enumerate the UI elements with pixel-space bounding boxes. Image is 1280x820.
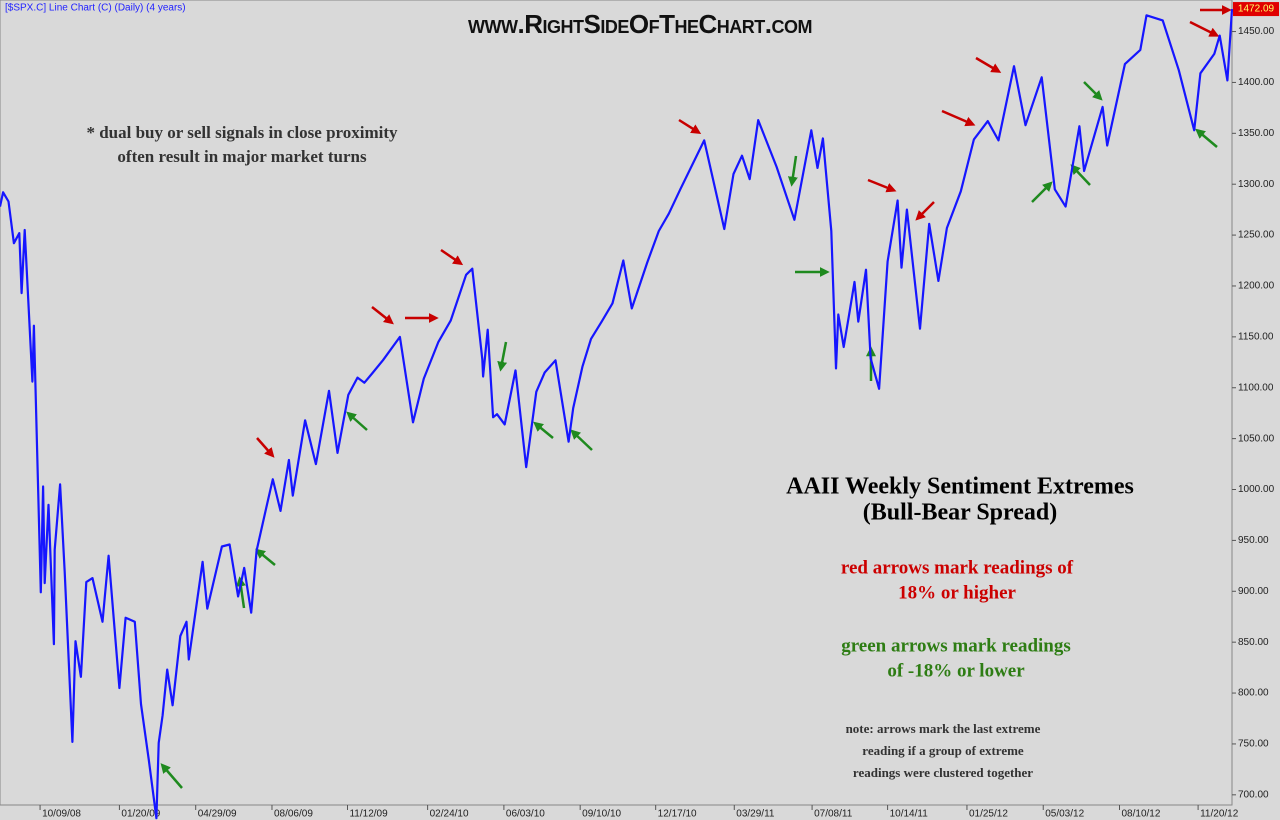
arrow bbox=[371, 306, 394, 325]
plot-area bbox=[0, 0, 1233, 806]
annotation: AAII Weekly Sentiment Extremes bbox=[786, 474, 1134, 500]
x-tick-label: 10/09/08 bbox=[42, 809, 81, 820]
y-tick-label: 1400.00 bbox=[1238, 77, 1275, 88]
x-tick-label: 12/17/10 bbox=[658, 809, 697, 820]
y-tick-label: 1000.00 bbox=[1238, 484, 1275, 495]
arrow bbox=[678, 118, 702, 135]
arrow bbox=[570, 429, 593, 451]
arrow bbox=[256, 437, 275, 458]
arrow bbox=[1031, 181, 1053, 203]
arrow bbox=[346, 411, 368, 431]
x-tick-label: 10/14/11 bbox=[890, 809, 929, 820]
x-tick-label: 01/25/12 bbox=[969, 809, 1008, 820]
annotation: 18% or higher bbox=[898, 582, 1016, 603]
x-tick-label: 08/10/12 bbox=[1122, 809, 1161, 820]
y-tick-label: 800.00 bbox=[1238, 688, 1269, 699]
arrow bbox=[497, 341, 508, 372]
annotation: often result in major market turns bbox=[117, 147, 367, 166]
arrow bbox=[1189, 20, 1220, 37]
y-tick-label: 1200.00 bbox=[1238, 281, 1275, 292]
annotation: red arrows mark readings of bbox=[841, 557, 1074, 578]
y-tick-label: 850.00 bbox=[1238, 637, 1269, 648]
x-tick-label: 02/24/10 bbox=[430, 809, 469, 820]
arrow bbox=[255, 548, 276, 566]
y-tick-label: 700.00 bbox=[1238, 789, 1269, 800]
x-tick-label: 03/29/11 bbox=[736, 809, 775, 820]
last-value-tag bbox=[1233, 2, 1279, 17]
arrow bbox=[975, 56, 1002, 73]
annotation: green arrows mark readings bbox=[841, 635, 1071, 656]
annotation: * dual buy or sell signals in close prox… bbox=[86, 123, 398, 142]
y-tick-label: 1250.00 bbox=[1238, 230, 1275, 241]
x-tick-label: 01/20/09 bbox=[121, 809, 160, 820]
y-tick-label: 1350.00 bbox=[1238, 128, 1275, 139]
chart-title: www.RightSideOfTheChart.com bbox=[468, 9, 812, 39]
y-tick-label: 1050.00 bbox=[1238, 433, 1275, 444]
annotation: reading if a group of extreme bbox=[862, 743, 1024, 758]
y-tick-label: 900.00 bbox=[1238, 586, 1269, 597]
y-tick-label: 1450.00 bbox=[1238, 26, 1275, 37]
arrow bbox=[440, 248, 464, 266]
arrow bbox=[160, 763, 183, 789]
y-tick-label: 750.00 bbox=[1238, 739, 1269, 750]
x-tick-label: 11/20/12 bbox=[1200, 809, 1239, 820]
x-tick-label: 11/12/09 bbox=[349, 809, 388, 820]
y-tick-label: 1150.00 bbox=[1238, 331, 1274, 342]
last-value-label: 1472.09 bbox=[1238, 4, 1275, 15]
arrow bbox=[941, 109, 976, 127]
arrow bbox=[533, 421, 554, 439]
y-tick-label: 1300.00 bbox=[1238, 179, 1275, 190]
x-tick-label: 06/03/10 bbox=[506, 809, 545, 820]
annotation: note: arrows mark the last extreme bbox=[846, 721, 1041, 736]
arrow bbox=[867, 178, 897, 193]
arrow bbox=[1083, 81, 1103, 101]
x-tick-label: 05/03/12 bbox=[1045, 809, 1084, 820]
x-tick-label: 04/29/09 bbox=[198, 809, 237, 820]
x-tick-label: 08/06/09 bbox=[274, 809, 313, 820]
annotation: of -18% or lower bbox=[887, 660, 1025, 681]
annotation: readings were clustered together bbox=[853, 765, 1033, 780]
chart-subtitle: [$SPX.C] Line Chart (C) (Daily) (4 years… bbox=[5, 3, 186, 14]
x-tick-label: 07/08/11 bbox=[814, 809, 853, 820]
arrow bbox=[787, 155, 798, 187]
red-arrows bbox=[256, 5, 1232, 458]
annotation: (Bull-Bear Spread) bbox=[863, 500, 1057, 526]
arrow bbox=[1070, 164, 1091, 186]
y-tick-label: 950.00 bbox=[1238, 535, 1269, 546]
arrow bbox=[915, 201, 935, 221]
y-tick-label: 1100.00 bbox=[1238, 382, 1274, 393]
price-line bbox=[0, 9, 1234, 820]
x-tick-label: 09/10/10 bbox=[582, 809, 621, 820]
arrow bbox=[1195, 128, 1218, 148]
